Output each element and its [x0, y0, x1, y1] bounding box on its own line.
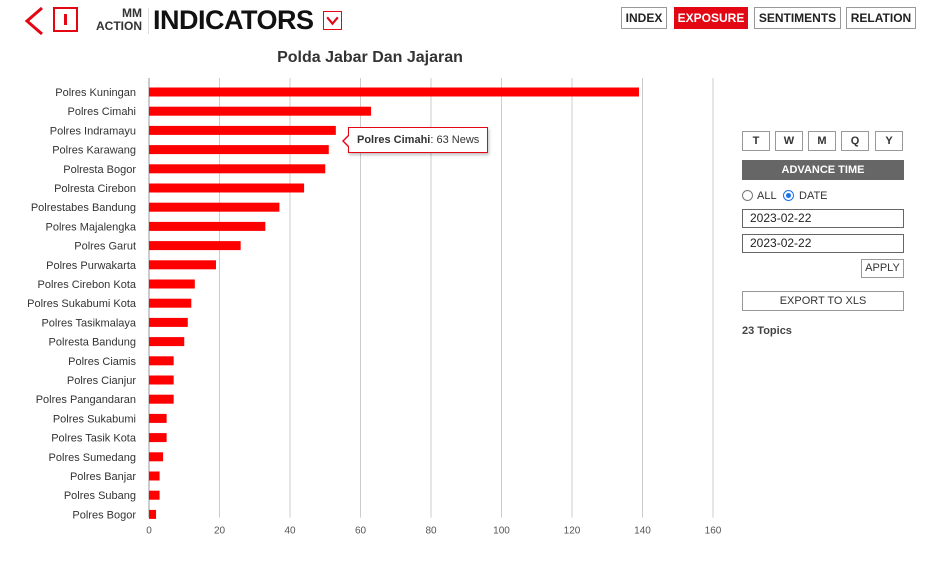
bar — [149, 221, 266, 231]
radio-all-label: ALL — [757, 190, 777, 202]
bar — [149, 394, 174, 404]
date-from-input[interactable]: 2023-02-22 — [742, 209, 904, 228]
tab-sentiments[interactable]: SENTIMENTS — [754, 7, 841, 29]
bar — [149, 125, 336, 135]
chevron-down-icon[interactable] — [323, 11, 342, 30]
bar — [149, 413, 167, 423]
category-label: Polres Cianjur — [67, 375, 136, 387]
x-tick-label: 40 — [284, 526, 296, 537]
radio-date[interactable] — [783, 190, 794, 201]
topics-count: 23 Topics — [742, 325, 792, 337]
bar — [149, 375, 174, 385]
category-label: Polres Pangandaran — [36, 394, 136, 406]
category-label: Polres Karawang — [52, 145, 136, 157]
bar — [149, 298, 192, 308]
category-label: Polres Majalengka — [46, 221, 137, 233]
radio-date-label: DATE — [799, 190, 828, 202]
exposure-bar-chart: 0 20 40 60 80 100 120 140 160 Polres Kuningan Polr… — [27, 78, 722, 537]
export-xls-button[interactable]: EXPORT TO XLS — [742, 291, 904, 311]
advance-time-button[interactable]: ADVANCE TIME — [742, 160, 904, 180]
period-button-y[interactable]: Y — [875, 131, 903, 151]
period-button-q[interactable]: Q — [841, 131, 869, 151]
brand-action: ACTION — [96, 19, 142, 33]
category-label: Polres Kuningan — [55, 87, 136, 99]
bar — [149, 145, 329, 155]
category-label: Polres Ciamis — [68, 356, 136, 368]
category-label: Polres Sukabumi — [53, 413, 136, 425]
period-button-w[interactable]: W — [775, 131, 803, 151]
bar — [149, 279, 195, 289]
x-tick-label: 60 — [355, 526, 367, 537]
brand-mm: MM — [122, 6, 142, 20]
bar — [149, 317, 188, 327]
category-label: Polres Cirebon Kota — [38, 279, 137, 291]
category-label: Polres Sukabumi Kota — [27, 298, 137, 310]
date-to-input[interactable]: 2023-02-22 — [742, 234, 904, 253]
bar — [149, 202, 280, 212]
tab-index[interactable]: INDEX — [621, 7, 667, 29]
bar — [149, 490, 160, 500]
x-tick-label: 140 — [634, 526, 651, 537]
bar — [149, 87, 639, 97]
category-label: Polres Bogor — [72, 509, 136, 521]
category-label: Polresta Bogor — [63, 164, 136, 176]
x-tick-label: 0 — [146, 526, 152, 537]
header-divider — [148, 8, 149, 34]
category-label: Polrestabes Bandung — [31, 202, 136, 214]
period-button-t[interactable]: T — [742, 131, 770, 151]
tooltip-name: Polres Cimahi — [357, 134, 431, 146]
x-tick-label: 20 — [214, 526, 226, 537]
back-arrow-icon[interactable] — [22, 6, 48, 36]
category-label: Polres Banjar — [70, 471, 136, 483]
period-button-m[interactable]: M — [808, 131, 836, 151]
bar — [149, 241, 241, 251]
category-label: Polres Cimahi — [68, 106, 136, 118]
radio-all[interactable] — [742, 190, 753, 201]
bar — [149, 509, 157, 519]
category-label: Polres Tasikmalaya — [41, 317, 136, 329]
mm-logo-icon — [53, 7, 78, 32]
tab-exposure[interactable]: EXPOSURE — [674, 7, 748, 29]
bar — [149, 337, 185, 347]
bar — [149, 471, 160, 481]
chart-title: Polda Jabar Dan Jajaran — [277, 49, 463, 66]
bar — [149, 164, 326, 174]
category-label: Polres Purwakarta — [46, 260, 137, 272]
category-label: Polresta Cirebon — [54, 183, 136, 195]
category-label: Polres Tasik Kota — [51, 433, 137, 445]
x-tick-label: 80 — [425, 526, 437, 537]
bar — [149, 452, 164, 462]
bar — [149, 356, 174, 366]
x-tick-label: 120 — [564, 526, 581, 537]
tooltip-value: : 63 News — [430, 134, 480, 146]
page-title: INDICATORS — [153, 5, 314, 35]
category-label: Polres Indramayu — [50, 125, 136, 137]
tab-relation[interactable]: RELATION — [846, 7, 916, 29]
chart-tooltip: Polres Cimahi: 63 News — [341, 127, 489, 153]
bar — [149, 260, 216, 270]
bar — [149, 183, 305, 193]
category-label: Polres Garut — [74, 241, 136, 253]
bar — [149, 106, 372, 116]
category-label: Polres Subang — [64, 490, 136, 502]
category-label: Polresta Bandung — [49, 337, 136, 349]
category-label: Polres Sumedang — [49, 452, 136, 464]
x-tick-label: 100 — [493, 526, 510, 537]
bar — [149, 433, 167, 443]
x-tick-label: 160 — [705, 526, 722, 537]
apply-button[interactable]: APPLY — [861, 259, 904, 278]
